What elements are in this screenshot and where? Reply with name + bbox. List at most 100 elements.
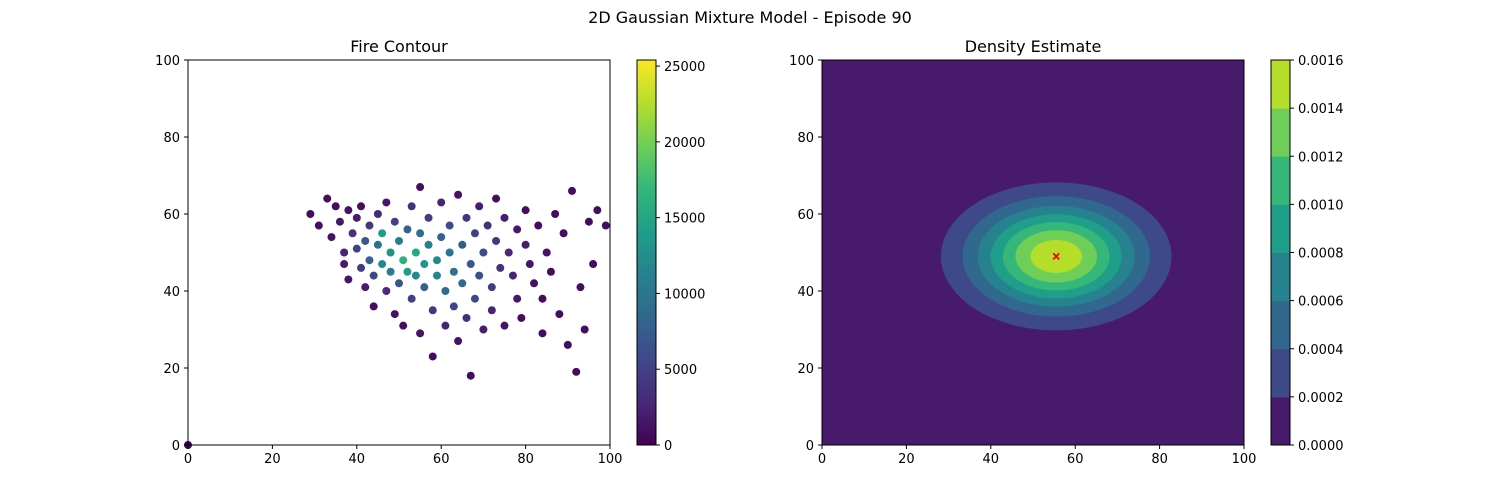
fire-point [517,313,526,322]
fire-point [593,206,602,215]
density-colorbar-band [1271,396,1290,446]
density-colorbar-tick-label: 0.0006 [1298,295,1344,310]
fire-point [386,248,395,257]
fire-point [323,194,332,203]
fire-contour-y-tick-label: 0 [172,439,180,454]
density-colorbar-band [1271,300,1290,350]
fire-point [563,340,572,349]
fire-point [382,287,391,295]
fire-point [441,287,450,295]
fire-point [432,256,441,265]
fire-point [327,233,336,242]
fire-point [500,213,509,222]
fire-point [352,244,361,253]
density-colorbar-tick-label: 0.0012 [1298,150,1344,165]
fire-point [390,217,399,226]
fire-point [487,306,496,315]
density-estimate-x-tick-label: 60 [1067,452,1084,467]
fire-point [411,248,420,257]
density-estimate-chart: Density Estimate 0 20 40 60 80 100 0 20 40 60 80 1… [789,37,1256,467]
fire-point [479,325,488,334]
fire-point [424,240,433,249]
density-estimate-contours [822,60,1244,445]
fire-point [521,206,530,215]
fire-point [378,260,387,269]
fire-point [466,260,475,269]
fire-point [416,329,425,338]
fire-point [390,310,399,319]
fire-point [428,306,437,315]
fire-point [407,294,416,303]
density-colorbar-tick-label: 0.0008 [1298,247,1344,262]
fire-point [525,260,534,269]
fire-point [449,302,458,311]
density-peak-marker [1052,252,1060,260]
fire-contour-y-tick-label: 40 [163,285,180,300]
fire-point [373,240,382,249]
fire-point [369,302,378,311]
fire-point [331,202,340,211]
fire-point [454,337,463,346]
fire-point [479,248,488,257]
density-estimate-y-axis: 0 20 40 60 80 100 [789,54,822,454]
fire-point [521,240,530,249]
fire-point [411,271,420,280]
fire-point [601,221,610,230]
fire-contour-title: Fire Contour [350,37,448,56]
marker-stroke [1052,252,1060,260]
fire-point [424,213,433,222]
fire-point [538,329,547,338]
density-estimate-x-tick-label: 0 [818,452,826,467]
fire-point [357,202,366,211]
density-estimate-y-tick-label: 0 [806,439,814,454]
fire-point [470,229,479,238]
density-estimate-title: Density Estimate [965,37,1102,56]
fire-point [432,271,441,280]
fire-contour-x-tick-label: 100 [598,452,623,467]
fire-point [407,202,416,211]
fire-contour-y-tick-label: 80 [163,131,180,146]
fire-colorbar-tick-label: 5000 [664,363,697,378]
fire-point [576,283,585,292]
fire-point [395,279,403,288]
fire-point [475,202,484,211]
fire-point [378,229,387,238]
fire-point [492,236,501,245]
density-colorbar-tick-label: 0.0014 [1298,102,1344,117]
density-colorbar-band [1271,156,1290,205]
figure-suptitle: 2D Gaussian Mixture Model - Episode 90 [588,8,912,27]
fire-point [340,248,349,257]
fire-point [475,271,484,280]
fire-point [458,240,467,249]
fire-point [546,267,555,276]
density-estimate-x-tick-label: 80 [1151,452,1168,467]
density-colorbar-band [1271,108,1290,157]
density-colorbar-tick-label: 0.0010 [1298,198,1344,213]
fire-point [420,260,429,269]
fire-point [449,267,458,276]
fire-point [344,206,353,215]
fire-point [437,233,446,242]
fire-point [513,294,522,303]
fire-point [466,371,475,380]
density-estimate-x-axis: 0 20 40 60 80 100 [818,445,1256,467]
fire-point [357,263,366,272]
fire-point [470,294,479,303]
density-estimate-x-tick-label: 40 [983,452,1000,467]
density-estimate-axes-frame [821,59,1245,446]
fire-point [369,271,378,280]
fire-point [487,283,496,292]
fire-point [352,213,361,222]
fire-point [458,279,467,288]
fire-point [496,263,505,272]
fire-point [361,283,370,292]
fire-point [462,213,471,222]
fire-point [572,367,581,376]
fire-point [542,248,551,257]
fire-point [584,217,593,226]
fire-point [420,283,429,292]
fire-point [386,267,395,276]
fire-point [504,248,513,257]
fire-point [462,313,471,322]
density-estimate-y-tick-label: 80 [797,131,814,146]
